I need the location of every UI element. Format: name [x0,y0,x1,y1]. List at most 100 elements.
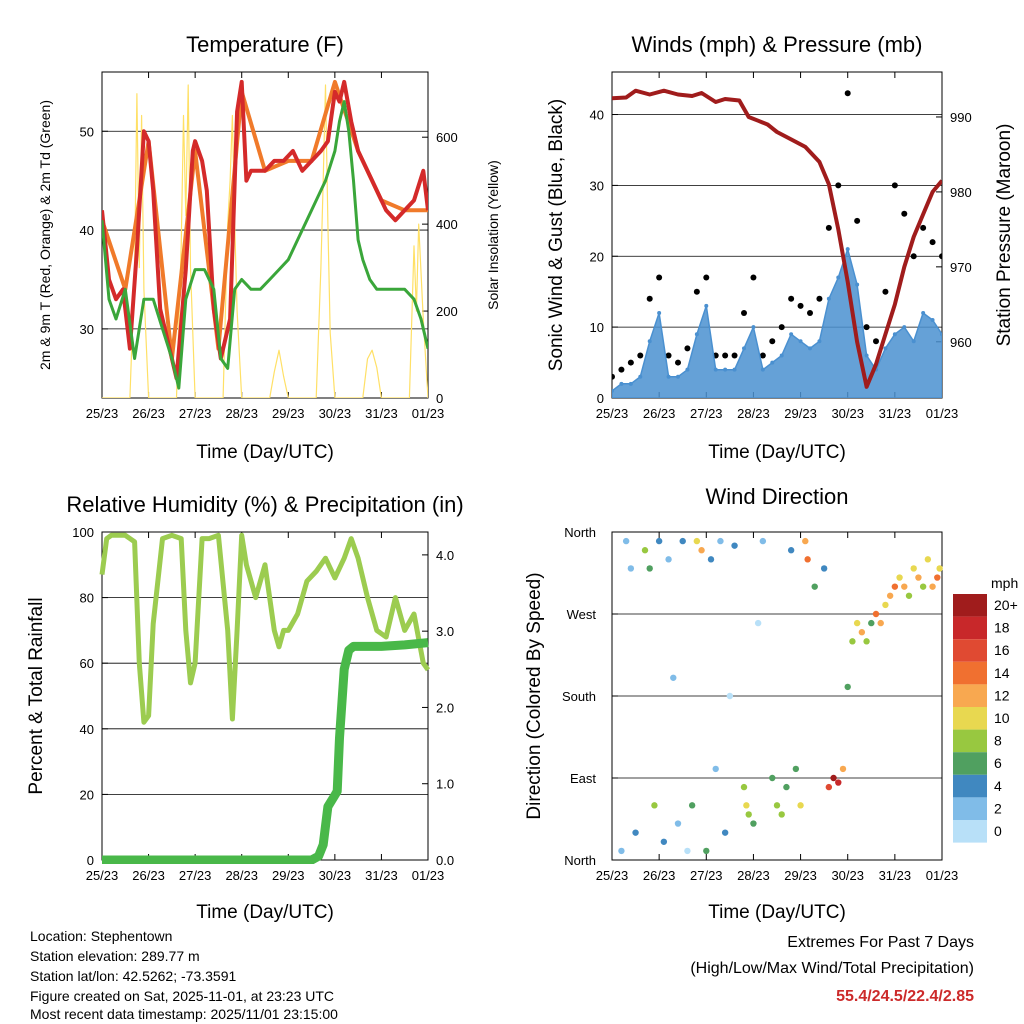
wind-point [713,367,718,372]
y-tick-label: West [567,607,597,622]
x-tick-label: 27/23 [179,868,212,883]
direction-point [754,619,762,627]
wind-point [789,332,794,337]
direction-point [825,783,833,791]
gust-point [627,359,634,366]
wind-point [723,367,728,372]
chart-panel-3: Wind Direction Time (Day/UTC) 25/23 26/23 27… [524,484,1018,923]
x-tick-label: 31/23 [879,868,912,883]
y-axis-label-right: Station Pressure (Maroon) [994,124,1015,347]
colorbar-label: 8 [994,733,1002,749]
y-tick-label: East [570,771,596,786]
x-tick-label: 28/23 [225,406,258,421]
wind-point [902,325,907,330]
y-tick-label: 20 [80,787,94,802]
x-tick-label: 26/23 [132,868,165,883]
x-tick-label: 29/23 [784,406,817,421]
direction-point [863,638,870,645]
y-tick-label: North [564,853,596,868]
direction-point [929,583,936,590]
x-tick-label: 26/23 [643,406,676,421]
x-tick-label: 25/23 [86,406,119,421]
direction-point [717,537,724,545]
x-tick-label: 30/23 [831,868,864,883]
direction-point [674,820,682,827]
gust-point [807,309,813,316]
chart-panel-0: Temperature (F) Time (Day/UTC) 25/23 26/23 2… [37,32,501,463]
y-tick-label-right: 960 [950,335,972,350]
y-tick-label: 40 [80,223,94,238]
colorbar-swatch [953,616,987,640]
gust-point [684,345,691,352]
wind-point [638,374,643,379]
station-location: Location: Stephentown [30,928,173,944]
direction-point [660,838,668,845]
chart-title: Wind Direction [705,484,848,509]
wind-point [836,275,841,280]
y-tick-label: 0 [597,391,604,406]
direction-point [924,556,932,563]
x-tick-label: 31/23 [365,868,398,883]
wind-point [826,296,831,301]
direction-point [778,811,785,818]
colorbar-swatch [953,729,987,753]
wind-point [883,346,888,351]
direction-point [707,556,715,563]
x-tick-label: 30/23 [831,406,864,421]
y-tick-label-right: 0 [436,391,443,406]
direction-point [804,556,811,563]
y-axis-label: Sonic Wind & Gust (Blue, Black) [546,99,567,371]
gust-point [769,338,776,345]
y-tick-label-right: 980 [950,185,972,200]
chart-title: Temperature (F) [186,32,344,57]
wind-point [676,374,680,379]
direction-point [655,537,663,545]
x-tick-label: 01/23 [412,868,445,883]
chart-title: Relative Humidity (%) & Precipitation (i… [66,492,463,517]
gust-point [901,210,908,217]
colorbar-swatch [953,774,987,798]
gust-point [825,224,832,231]
gust-point [910,253,917,260]
direction-point [820,565,828,572]
y-tick-label-right: 400 [436,217,458,232]
x-tick-label: 25/23 [596,868,629,883]
wind-point [940,332,942,337]
wind-point [930,318,935,323]
x-tick-label: 01/23 [412,406,445,421]
plot-frame [101,71,429,399]
direction-point [802,537,809,545]
y-tick-label-right: 1.0 [436,777,454,792]
wind-point [760,367,765,372]
gust-point [873,338,879,345]
figure-created: Figure created on Sat, 2025-11-01, at 23… [30,988,335,1004]
series-line-9m-t [102,79,428,361]
direction-point [688,802,696,809]
direction-point [853,619,861,627]
y-tick-label-right: 4.0 [436,548,454,563]
y-tick-label: 30 [590,178,604,193]
gust-point [778,324,785,331]
direction-point [849,638,856,645]
x-tick-label: 01/23 [926,868,959,883]
gust-point [797,302,804,309]
gust-point [863,324,870,331]
extremes-title: Extremes For Past 7 Days [787,934,974,951]
direction-point [679,537,686,545]
direction-point [693,537,701,545]
y-tick-label: 10 [590,320,604,335]
direction-point [886,592,894,599]
gust-point [929,239,936,246]
chart-panel-1: Winds (mph) & Pressure (mb) Time (Day/UTC… [546,32,1015,463]
gust-point [637,352,644,359]
gust-point [920,224,927,231]
x-tick-label: 26/23 [132,406,165,421]
x-tick-label: 30/23 [319,406,352,421]
x-axis-label: Time (Day/UTC) [708,902,846,923]
direction-point [896,574,903,581]
y-tick-label-right: 600 [436,130,458,145]
wind-point [798,339,803,344]
direction-point [750,820,757,827]
direction-point [915,574,922,581]
